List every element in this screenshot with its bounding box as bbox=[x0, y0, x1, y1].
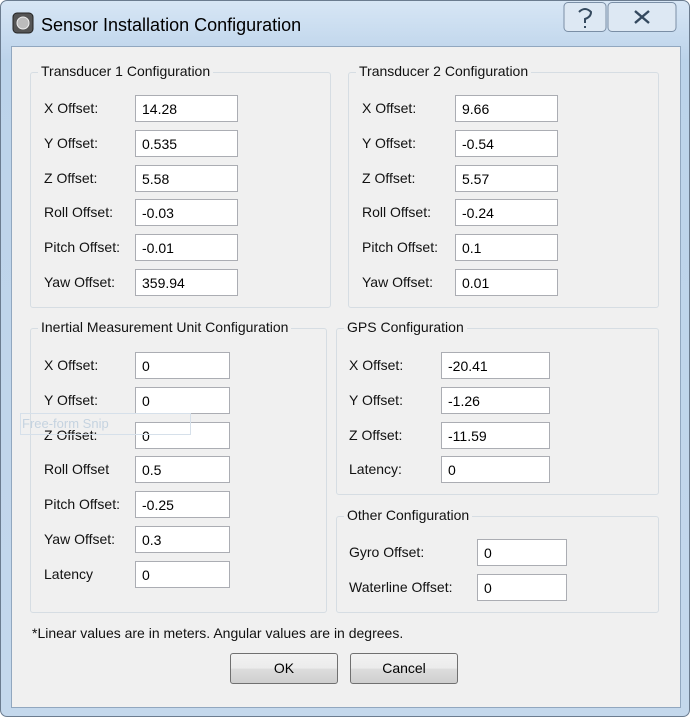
snip-overlay: Free-form Snip bbox=[20, 413, 191, 435]
group-title: Transducer 1 Configuration bbox=[38, 63, 214, 79]
group-box bbox=[336, 328, 659, 495]
text-input[interactable]: 0 bbox=[135, 560, 230, 588]
group-title: Other Configuration bbox=[344, 507, 473, 523]
text-input[interactable]: 0 bbox=[135, 386, 230, 414]
caption-buttons[interactable] bbox=[563, 2, 678, 34]
field-label: Y Offset: bbox=[44, 391, 98, 408]
field-label: Z Offset: bbox=[362, 169, 416, 186]
field-label: X Offset: bbox=[44, 100, 99, 116]
text-input[interactable]: 0 bbox=[135, 421, 230, 449]
text-input[interactable]: 14.28 bbox=[135, 95, 238, 122]
field-label: Roll Offset: bbox=[362, 204, 431, 221]
field-label: X Offset: bbox=[362, 100, 417, 116]
dialog-client bbox=[11, 46, 681, 708]
text-input[interactable]: 0.01 bbox=[455, 269, 558, 296]
group-title: Transducer 2 Configuration bbox=[356, 63, 532, 79]
text-input[interactable]: 0.1 bbox=[455, 234, 558, 262]
group-title: Inertial Measurement Unit Configuration bbox=[38, 319, 292, 335]
text-input[interactable]: 0.5 bbox=[135, 456, 230, 484]
field-label: Pitch Offset: bbox=[362, 239, 438, 256]
text-input[interactable]: -0.54 bbox=[455, 129, 558, 157]
field-label: Latency bbox=[44, 565, 94, 582]
text-input[interactable]: -0.01 bbox=[135, 234, 238, 262]
field-label: Gyro Offset: bbox=[349, 544, 425, 560]
field-label: Yaw Offset: bbox=[44, 531, 116, 547]
text-input[interactable]: 0 bbox=[477, 574, 567, 601]
window-title: Sensor Installation Configuration bbox=[41, 15, 302, 35]
text-input[interactable]: 0 bbox=[135, 352, 230, 379]
text-input[interactable]: -1.26 bbox=[441, 386, 550, 414]
button[interactable]: OK bbox=[230, 653, 338, 684]
text-input[interactable]: 359.94 bbox=[135, 269, 238, 296]
field-label: Pitch Offset: bbox=[44, 239, 120, 256]
field-label: Yaw Offset: bbox=[362, 274, 434, 290]
text-input[interactable]: 0 bbox=[441, 456, 550, 484]
text-input[interactable]: 0.3 bbox=[135, 526, 230, 553]
text-input[interactable]: -20.41 bbox=[441, 352, 550, 379]
field-label: Y Offset: bbox=[362, 134, 416, 151]
field-label: X Offset: bbox=[44, 357, 99, 373]
field-label: Roll Offset bbox=[44, 461, 110, 478]
field-label: Yaw Offset: bbox=[44, 274, 116, 290]
group-box bbox=[336, 516, 659, 613]
text-input[interactable]: -0.24 bbox=[455, 199, 558, 227]
field-label: Y Offset: bbox=[44, 134, 98, 151]
text-input[interactable]: -0.25 bbox=[135, 491, 230, 519]
group-title: GPS Configuration bbox=[344, 319, 467, 335]
field-label: Z Offset: bbox=[349, 426, 403, 443]
text-input[interactable]: 0 bbox=[477, 539, 567, 566]
app-icon bbox=[12, 12, 34, 34]
text-input[interactable]: 5.58 bbox=[135, 164, 238, 192]
field-label: Roll Offset: bbox=[44, 204, 113, 221]
button[interactable]: Cancel bbox=[350, 653, 458, 684]
field-label: Y Offset: bbox=[349, 391, 403, 408]
field-label: Pitch Offset: bbox=[44, 496, 120, 513]
field-label: Latency: bbox=[349, 461, 402, 478]
text-input[interactable]: 5.57 bbox=[455, 164, 558, 192]
note: *Linear values are in meters. Angular va… bbox=[32, 625, 404, 641]
field-label: Z Offset: bbox=[44, 169, 98, 186]
text-input[interactable]: -0.03 bbox=[135, 199, 238, 227]
field-label: X Offset: bbox=[349, 357, 404, 373]
field-label: Waterline Offset: bbox=[349, 579, 453, 595]
text-input[interactable]: 9.66 bbox=[455, 95, 558, 122]
text-input[interactable]: 0.535 bbox=[135, 129, 238, 157]
text-input[interactable]: -11.59 bbox=[441, 421, 550, 449]
